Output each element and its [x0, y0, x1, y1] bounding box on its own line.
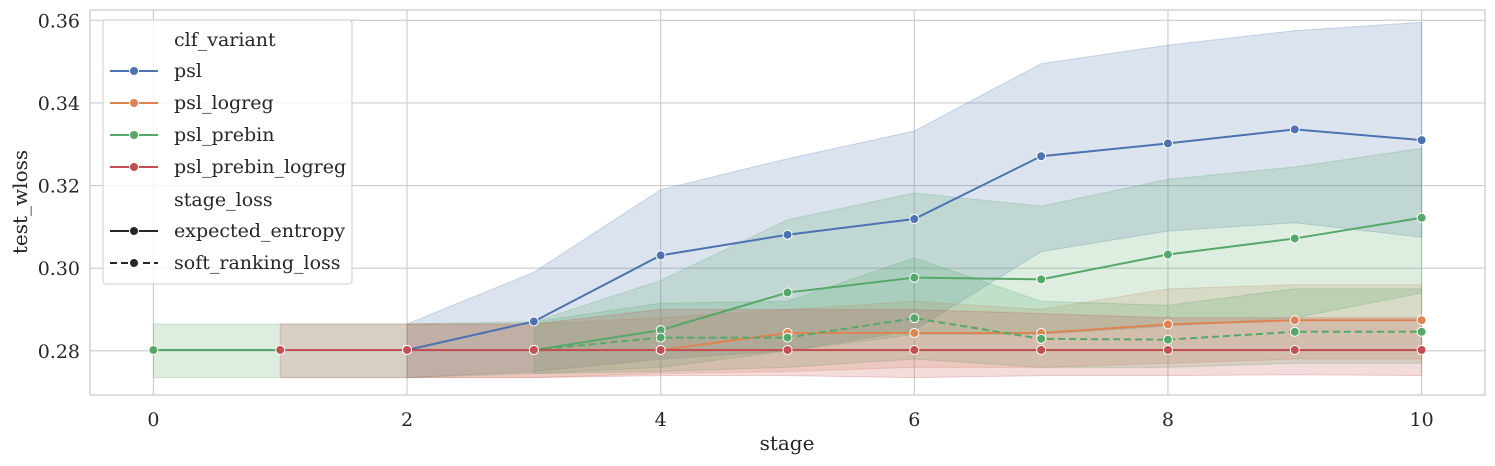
confidence-band: [533, 257, 1423, 375]
data-point: [275, 344, 286, 355]
data-point: [1289, 124, 1300, 135]
legend-marker-sample: [129, 98, 139, 108]
data-point: [1416, 344, 1427, 355]
legend-hue-title: clf_variant: [174, 29, 276, 51]
x-tick-label: 2: [401, 409, 413, 431]
data-point: [1416, 212, 1427, 223]
legend-marker-sample: [129, 162, 139, 172]
series-line: [533, 317, 1422, 351]
data-point: [1416, 315, 1427, 326]
x-tick-label: 4: [655, 409, 667, 431]
legend-entry-label: psl_prebin: [174, 124, 274, 146]
legend: clf_variant psl psl_logreg psl_prebin psl_p…: [102, 19, 353, 285]
data-point: [1416, 135, 1427, 146]
data-point: [148, 344, 159, 355]
legend-box: [102, 19, 353, 285]
x-axis-title: stage: [760, 431, 815, 455]
confidence-band: [406, 21, 1423, 379]
legend-marker-sample: [129, 66, 139, 76]
plot-frame: [89, 9, 1486, 396]
data-point: [1162, 138, 1173, 149]
data-point: [528, 316, 539, 327]
legend-marker-sample: [129, 130, 139, 140]
data-point: [1289, 315, 1300, 326]
legend-entry-label: psl_logreg: [174, 92, 274, 114]
data-point: [655, 250, 666, 261]
y-tick-labels: 0.28 0.30 0.32 0.34 0.36: [38, 10, 80, 362]
data-point: [909, 328, 920, 339]
x-tick-label: 6: [908, 409, 920, 431]
data-point: [1289, 326, 1300, 337]
y-axis-title: test_wloss: [8, 150, 32, 254]
data-point: [1162, 319, 1173, 330]
series-markers: [148, 124, 1427, 355]
data-point: [1416, 326, 1427, 337]
data-point: [909, 272, 920, 283]
data-point: [1162, 344, 1173, 355]
data-point: [1162, 334, 1173, 345]
legend-style-title: stage_loss: [174, 189, 273, 211]
y-tick-label: 0.34: [38, 93, 80, 115]
legend-marker-sample: [129, 226, 139, 236]
data-point: [1036, 151, 1047, 162]
data-point: [782, 344, 793, 355]
data-point: [782, 332, 793, 343]
y-tick-label: 0.32: [38, 176, 80, 198]
data-point: [402, 344, 413, 355]
x-tick-label: 0: [147, 409, 159, 431]
x-tick-labels: 0 2 4 6 8 10: [147, 409, 1433, 431]
data-point: [1289, 233, 1300, 244]
data-point: [1162, 249, 1173, 260]
data-point: [909, 344, 920, 355]
legend-style-entries: expected_entropy soft_ranking_loss: [110, 220, 345, 274]
x-tick-label: 10: [1409, 409, 1433, 431]
data-point: [782, 229, 793, 240]
data-point: [528, 344, 539, 355]
data-point: [1036, 274, 1047, 285]
legend-entry-label: psl: [174, 60, 202, 82]
data-point: [1289, 344, 1300, 355]
data-point: [655, 344, 666, 355]
legend-entry-label: soft_ranking_loss: [174, 252, 341, 274]
legend-marker-sample: [129, 258, 139, 268]
x-tick-label: 8: [1162, 409, 1174, 431]
data-point: [909, 214, 920, 225]
legend-variant-entries: psl psl_logreg psl_prebin psl_prebin_logreg: [110, 60, 346, 178]
data-point: [909, 313, 920, 324]
data-point: [1036, 344, 1047, 355]
legend-entry-label: expected_entropy: [174, 220, 345, 242]
y-tick-label: 0.36: [38, 10, 80, 32]
confidence-band: [152, 147, 1423, 379]
data-point: [655, 332, 666, 343]
legend-entry-label: psl_prebin_logreg: [174, 156, 346, 178]
data-point: [1036, 333, 1047, 344]
y-tick-label: 0.28: [38, 341, 80, 363]
y-tick-label: 0.30: [38, 258, 80, 280]
data-point: [782, 287, 793, 298]
